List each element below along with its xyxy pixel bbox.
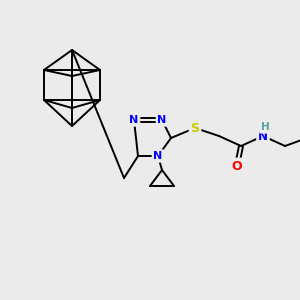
Text: O: O <box>232 160 242 172</box>
Text: S: S <box>190 122 200 134</box>
Text: H: H <box>261 122 269 132</box>
Text: N: N <box>129 115 139 125</box>
Text: N: N <box>158 115 166 125</box>
Text: N: N <box>258 130 268 142</box>
Text: N: N <box>153 151 163 161</box>
